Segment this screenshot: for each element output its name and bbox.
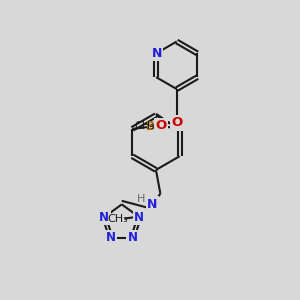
Text: CH₃: CH₃ [134, 121, 154, 131]
Text: O: O [171, 116, 182, 129]
Text: N: N [152, 47, 162, 60]
Circle shape [151, 48, 161, 59]
Text: N: N [106, 231, 116, 244]
Circle shape [156, 121, 166, 131]
Circle shape [100, 212, 109, 222]
Circle shape [147, 199, 157, 209]
Text: O: O [156, 119, 167, 132]
Circle shape [134, 212, 144, 222]
Circle shape [106, 233, 116, 242]
Text: N: N [147, 198, 157, 211]
Text: N: N [128, 231, 138, 244]
Text: N: N [134, 211, 144, 224]
Text: CH₃: CH₃ [107, 214, 128, 224]
Text: Br: Br [146, 120, 161, 133]
Text: H: H [136, 194, 145, 204]
Text: N: N [99, 211, 109, 224]
Circle shape [172, 118, 182, 128]
Circle shape [128, 233, 137, 242]
